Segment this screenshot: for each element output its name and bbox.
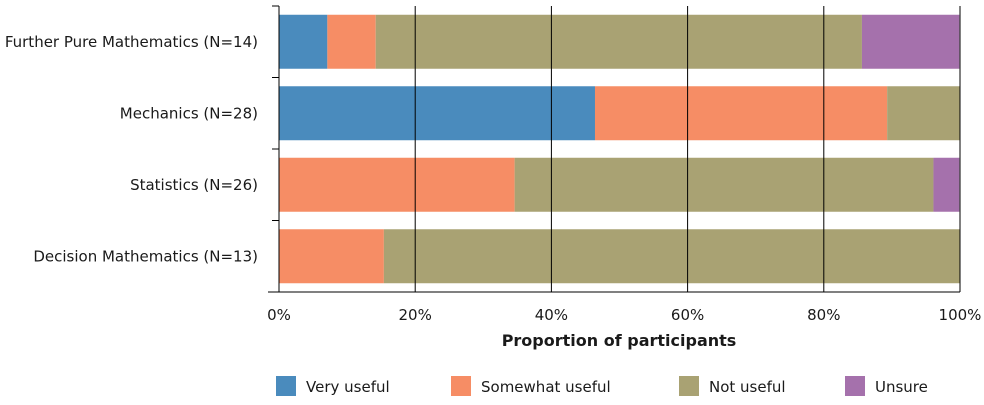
bar-segment-very-useful — [279, 86, 595, 141]
bar-segment-not-useful — [383, 229, 960, 284]
legend: Very useful Somewhat useful Not useful Unsu… — [276, 376, 928, 396]
x-tick-label: 80% — [807, 306, 840, 324]
x-tick-label: 20% — [399, 306, 432, 324]
bars-layer — [279, 14, 960, 284]
bar-segment-very-useful — [279, 14, 328, 69]
bar-segment-not-useful — [514, 157, 934, 212]
category-label: Mechanics (N=28) — [120, 104, 258, 122]
bar-segment-not-useful — [887, 86, 960, 141]
legend-label: Not useful — [709, 378, 786, 396]
legend-swatch — [845, 376, 865, 396]
legend-swatch — [679, 376, 699, 396]
axes — [268, 5, 960, 293]
x-axis-title: Proportion of participants — [502, 331, 737, 350]
x-tick-labels: 0% 20% 40% 60% 80% 100% — [267, 306, 981, 324]
legend-label: Very useful — [306, 378, 390, 396]
bar-segment-unsure — [933, 157, 960, 212]
bar-segment-somewhat-useful — [279, 229, 384, 284]
bar-segment-somewhat-useful — [279, 157, 515, 212]
category-label: Further Pure Mathematics (N=14) — [5, 33, 258, 51]
category-label: Decision Mathematics (N=13) — [33, 247, 258, 265]
legend-label: Somewhat useful — [481, 378, 611, 396]
bar-segment-unsure — [861, 14, 960, 69]
bar-segment-somewhat-useful — [594, 86, 888, 141]
legend-swatch — [451, 376, 471, 396]
gridlines — [414, 6, 961, 292]
x-tick-label: 40% — [535, 306, 568, 324]
bar-segment-somewhat-useful — [327, 14, 376, 69]
category-labels: Further Pure Mathematics (N=14) Mechanics… — [5, 33, 258, 266]
bar-segment-not-useful — [375, 14, 862, 69]
x-tick-label: 60% — [671, 306, 704, 324]
x-tick-label: 0% — [267, 306, 291, 324]
legend-label: Unsure — [875, 378, 928, 396]
legend-swatch — [276, 376, 296, 396]
x-tick-label: 100% — [939, 306, 982, 324]
category-label: Statistics (N=26) — [130, 176, 258, 194]
